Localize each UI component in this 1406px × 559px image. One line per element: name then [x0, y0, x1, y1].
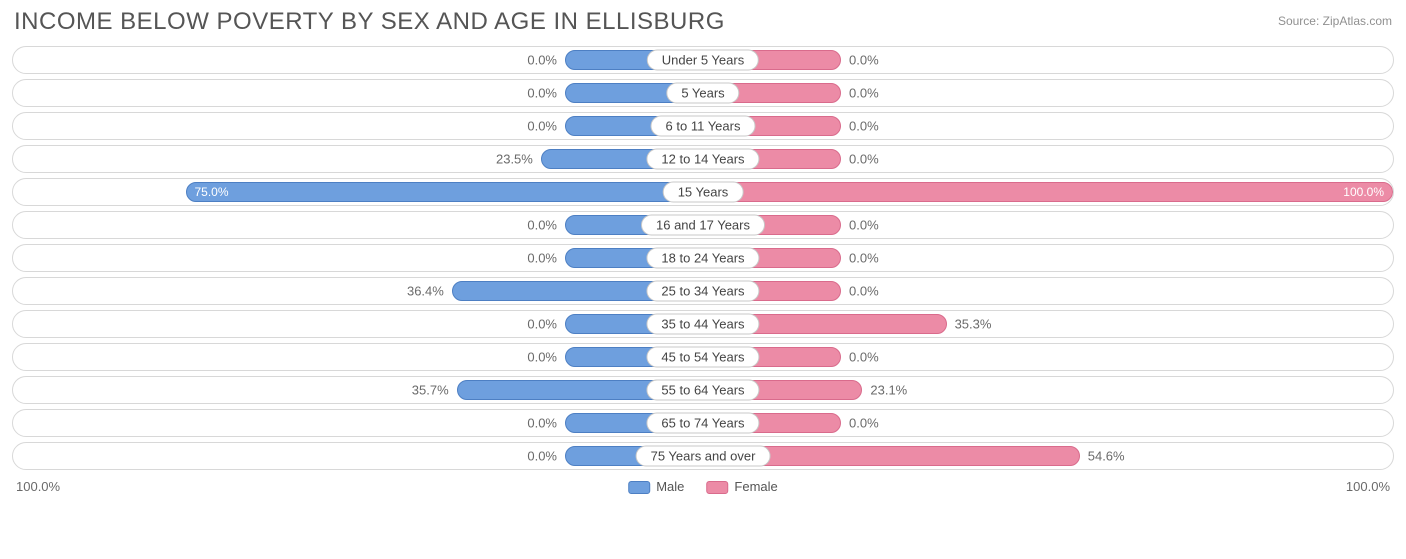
chart-row: 0.0% 0.0% Under 5 Years	[12, 46, 1394, 74]
axis-left-label: 100.0%	[16, 479, 60, 494]
female-value-label: 0.0%	[849, 251, 879, 266]
female-value-label: 0.0%	[849, 350, 879, 365]
chart-row: 36.4% 0.0% 25 to 34 Years	[12, 277, 1394, 305]
legend: Male Female	[628, 479, 778, 494]
chart-row: 35.7% 23.1% 55 to 64 Years	[12, 376, 1394, 404]
female-value-label: 0.0%	[849, 53, 879, 68]
category-pill: 55 to 64 Years	[646, 380, 759, 401]
category-pill: 15 Years	[663, 182, 744, 203]
category-pill: 25 to 34 Years	[646, 281, 759, 302]
axis-right-label: 100.0%	[1346, 479, 1390, 494]
male-value-label: 0.0%	[527, 317, 557, 332]
legend-male-label: Male	[656, 479, 684, 494]
source-attribution: Source: ZipAtlas.com	[1278, 8, 1392, 28]
female-value-label: 0.0%	[849, 218, 879, 233]
female-bar: 100.0%	[703, 182, 1393, 202]
female-value-label: 0.0%	[849, 119, 879, 134]
x-axis: 100.0% Male Female 100.0%	[12, 475, 1394, 494]
legend-female: Female	[706, 479, 777, 494]
category-pill: 6 to 11 Years	[651, 116, 756, 137]
category-pill: 45 to 54 Years	[646, 347, 759, 368]
female-value-label: 54.6%	[1088, 449, 1125, 464]
male-value-label: 75.0%	[195, 185, 229, 199]
category-pill: 18 to 24 Years	[646, 248, 759, 269]
male-value-label: 0.0%	[527, 449, 557, 464]
category-pill: 16 and 17 Years	[641, 215, 765, 236]
chart-body: 0.0%0.0%Under 5 Years0.0%0.0%5 Years0.0%…	[12, 46, 1394, 470]
chart-title: INCOME BELOW POVERTY BY SEX AND AGE IN E…	[14, 8, 725, 36]
female-value-label: 23.1%	[870, 383, 907, 398]
header: INCOME BELOW POVERTY BY SEX AND AGE IN E…	[12, 0, 1394, 46]
female-swatch-icon	[706, 481, 728, 494]
chart-row: 0.0% 0.0% 6 to 11 Years	[12, 112, 1394, 140]
female-value-label: 0.0%	[849, 284, 879, 299]
male-swatch-icon	[628, 481, 650, 494]
legend-female-label: Female	[734, 479, 777, 494]
chart-row: 0.0% 0.0% 45 to 54 Years	[12, 343, 1394, 371]
male-value-label: 0.0%	[527, 53, 557, 68]
male-value-label: 0.0%	[527, 86, 557, 101]
category-pill: 5 Years	[666, 83, 739, 104]
female-value-label: 100.0%	[1343, 185, 1384, 199]
male-value-label: 0.0%	[527, 416, 557, 431]
category-pill: 12 to 14 Years	[646, 149, 759, 170]
chart-row: 0.0% 0.0% 5 Years	[12, 79, 1394, 107]
female-value-label: 0.0%	[849, 152, 879, 167]
legend-male: Male	[628, 479, 684, 494]
male-value-label: 23.5%	[496, 152, 533, 167]
male-bar: 75.0%	[186, 182, 704, 202]
male-value-label: 0.0%	[527, 119, 557, 134]
male-value-label: 0.0%	[527, 251, 557, 266]
male-value-label: 0.0%	[527, 350, 557, 365]
chart-row: 23.5% 0.0% 12 to 14 Years	[12, 145, 1394, 173]
chart-row: 0.0% 54.6% 75 Years and over	[12, 442, 1394, 470]
category-pill: 75 Years and over	[636, 446, 771, 467]
chart-row: 0.0% 35.3% 35 to 44 Years	[12, 310, 1394, 338]
female-value-label: 0.0%	[849, 86, 879, 101]
female-value-label: 35.3%	[955, 317, 992, 332]
female-value-label: 0.0%	[849, 416, 879, 431]
chart-container: INCOME BELOW POVERTY BY SEX AND AGE IN E…	[0, 0, 1406, 559]
chart-row: 0.0% 0.0% 18 to 24 Years	[12, 244, 1394, 272]
chart-row: 0.0% 0.0% 16 and 17 Years	[12, 211, 1394, 239]
category-pill: 35 to 44 Years	[646, 314, 759, 335]
male-value-label: 36.4%	[407, 284, 444, 299]
male-value-label: 35.7%	[412, 383, 449, 398]
category-pill: 65 to 74 Years	[646, 413, 759, 434]
chart-row: 75.0% 100.0% 15 Years	[12, 178, 1394, 206]
male-value-label: 0.0%	[527, 218, 557, 233]
chart-row: 0.0% 0.0% 65 to 74 Years	[12, 409, 1394, 437]
category-pill: Under 5 Years	[647, 50, 759, 71]
